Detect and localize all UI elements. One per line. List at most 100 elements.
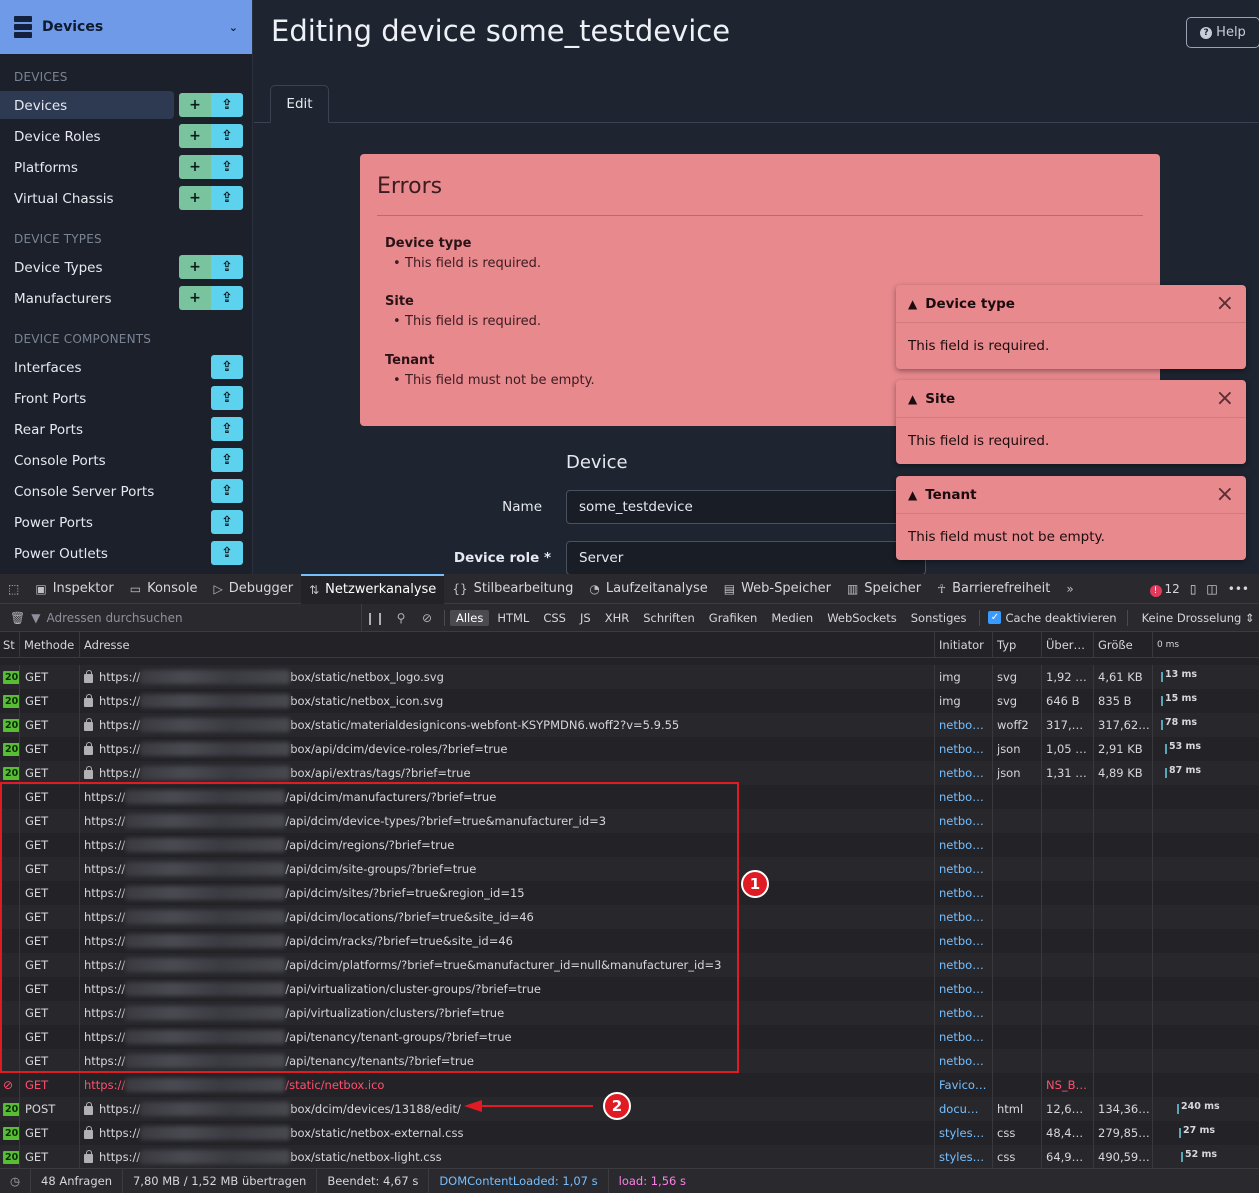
error-count[interactable]: ! 12 [1149,582,1180,597]
sidebar-item-rear-ports[interactable]: Rear Ports ⇪ [0,414,252,445]
col-type[interactable]: Typ [993,632,1042,657]
search-icon[interactable]: ⚲ [396,610,406,625]
close-icon[interactable]: × [1215,481,1234,507]
sidebar-item-manufacturers[interactable]: Manufacturers + ⇪ [0,283,252,314]
throttle-select[interactable]: Keine Drosselung ⇕ [1141,610,1255,625]
sidebar-item-power-ports[interactable]: Power Ports ⇪ [0,507,252,538]
tab-stilbearbeitung[interactable]: {} Stilbearbeitung [444,574,581,604]
request-row[interactable]: GET https:// /api/tenancy/tenants/?brief=t… [0,1049,1259,1073]
sidebar-item-device-types[interactable]: Device Types + ⇪ [0,252,252,283]
tab-netzwerkanalyse[interactable]: ⇅ Netzwerkanalyse [301,573,445,604]
request-row[interactable]: 20 GET https:// box/api/extras/tags/?brief=… [0,761,1259,785]
sidebar-item-console-ports[interactable]: Console Ports ⇪ [0,445,252,476]
import-button[interactable]: ⇪ [211,386,243,410]
import-button[interactable]: ⇪ [211,417,243,441]
tab-konsole[interactable]: ▭ Konsole [122,574,206,604]
url-filter-input[interactable]: Adressen durchsuchen [46,610,183,625]
request-row[interactable]: GET https:// /api/virtualization/cluster-g… [0,977,1259,1001]
request-row[interactable]: 20 GET https:// box/api/dcim/device-roles/?… [0,737,1259,761]
request-row[interactable]: GET https:// /api/dcim/sites/?brief=true&r… [0,881,1259,905]
col-address[interactable]: Adresse [80,632,935,657]
sidebar-item-virtual-chassis[interactable]: Virtual Chassis + ⇪ [0,183,252,214]
tab-speicher[interactable]: ▥ Speicher [839,574,929,604]
import-button[interactable]: ⇪ [211,479,243,503]
sidebar-item-interfaces[interactable]: Interfaces ⇪ [0,352,252,383]
col-waterfall[interactable]: 0 ms [1153,632,1259,657]
request-row[interactable]: GET https:// /api/virtualization/clusters/… [0,1001,1259,1025]
close-icon[interactable]: × [1215,385,1234,411]
help-button[interactable]: ? Help [1186,17,1259,48]
col-method[interactable]: Methode [20,632,80,657]
request-row[interactable]: GET https:// /api/dcim/manufacturers/?brie… [0,785,1259,809]
request-row[interactable]: GET https:// /api/dcim/racks/?brief=true&s… [0,929,1259,953]
pause-icon[interactable]: ❙❙ [364,610,386,625]
import-button[interactable]: ⇪ [211,255,243,279]
add-button[interactable]: + [179,286,211,310]
sidebar-item-front-ports[interactable]: Front Ports ⇪ [0,383,252,414]
filter-grafiken[interactable]: Grafiken [708,610,758,625]
col-transferred[interactable]: Über… [1042,632,1094,657]
request-row[interactable]: GET https:// /api/dcim/regions/?brief=true… [0,833,1259,857]
sidebar-item-devices[interactable]: Devices + ⇪ [0,90,252,121]
name-field[interactable]: some_testdevice [566,490,926,524]
add-button[interactable]: + [179,155,211,179]
tab-edit[interactable]: Edit [270,85,329,123]
request-row[interactable]: 20 GET https:// box/static/netbox-external.… [0,1121,1259,1145]
import-button[interactable]: ⇪ [211,124,243,148]
element-picker-button[interactable]: ⬚ [0,574,27,604]
add-button[interactable]: + [179,93,211,117]
import-button[interactable]: ⇪ [211,155,243,179]
sidebar-item-power-outlets[interactable]: Power Outlets ⇪ [0,538,252,569]
dock-icon[interactable]: ◫ [1206,582,1218,596]
sidebar-item-device-roles[interactable]: Device Roles + ⇪ [0,121,252,152]
filter-websockets[interactable]: WebSockets [827,610,897,625]
tab-inspektor[interactable]: ▣ Inspektor [27,574,121,604]
filter-html[interactable]: HTML [497,610,530,625]
import-button[interactable]: ⇪ [211,286,243,310]
sidebar-menu-header[interactable]: Devices ⌄ [0,0,252,54]
import-button[interactable]: ⇪ [211,186,243,210]
filter-medien[interactable]: Medien [771,610,814,625]
filter-alles[interactable]: Alles [450,609,490,626]
import-button[interactable]: ⇪ [211,448,243,472]
filter-sonstiges[interactable]: Sonstiges [910,610,967,625]
trash-icon[interactable]: 🗑 [10,610,26,625]
tab-debugger[interactable]: ▷ Debugger [205,574,301,604]
import-button[interactable]: ⇪ [211,355,243,379]
filter-xhr[interactable]: XHR [604,610,630,625]
col-size[interactable]: Größe [1094,632,1153,657]
request-row[interactable]: GET https:// /api/dcim/platforms/?brief=tr… [0,953,1259,977]
col-status[interactable]: St [0,632,20,657]
request-row[interactable]: GET https:// /api/dcim/site-groups/?brief=… [0,857,1259,881]
import-button[interactable]: ⇪ [211,93,243,117]
tab-web-speicher[interactable]: ▤ Web-Speicher [716,574,839,604]
device-role-select[interactable]: Server [566,541,926,574]
tab-laufzeitanalyse[interactable]: ◔ Laufzeitanalyse [581,574,715,604]
filter-js[interactable]: JS [579,610,591,625]
request-row[interactable]: GET https:// /api/dcim/locations/?brief=tr… [0,905,1259,929]
filter-css[interactable]: CSS [543,610,566,625]
sidebar-item-console-server-ports[interactable]: Console Server Ports ⇪ [0,476,252,507]
add-button[interactable]: + [179,255,211,279]
import-button[interactable]: ⇪ [211,541,243,565]
url-filter[interactable]: 🗑 ▼ Adressen durchsuchen [0,603,362,632]
tab-barrierefreiheit[interactable]: ☥ Barrierefreiheit [929,574,1058,604]
responsive-design-icon[interactable]: ▯ [1189,582,1197,596]
add-button[interactable]: + [179,124,211,148]
close-icon[interactable]: × [1215,290,1234,316]
more-options-icon[interactable]: ••• [1227,582,1249,596]
request-row[interactable]: 20 GET https:// box/static/netbox_icon.svg i… [0,689,1259,713]
disable-cache-checkbox[interactable]: ✓ Cache deaktivieren [988,611,1117,625]
filter-schriften[interactable]: Schriften [643,610,695,625]
request-row[interactable]: GET https:// /api/dcim/device-types/?brief… [0,809,1259,833]
request-row[interactable]: GET https:// /api/tenancy/tenant-groups/?b… [0,1025,1259,1049]
sidebar-item-platforms[interactable]: Platforms + ⇪ [0,152,252,183]
block-icon[interactable]: ⊘ [421,610,433,625]
performance-analysis-icon[interactable]: ◷ [0,1168,32,1193]
request-row[interactable]: 20 GET https:// box/static/materialdesignic… [0,713,1259,737]
col-initiator[interactable]: Initiator [935,632,993,657]
more-tabs-button[interactable]: » [1058,574,1081,604]
request-row[interactable]: ⊘ GET https:// /static/netbox.ico Favico… NS_… [0,1073,1259,1097]
add-button[interactable]: + [179,186,211,210]
request-row[interactable]: 20 GET https:// box/static/netbox-light.css… [0,1145,1259,1169]
